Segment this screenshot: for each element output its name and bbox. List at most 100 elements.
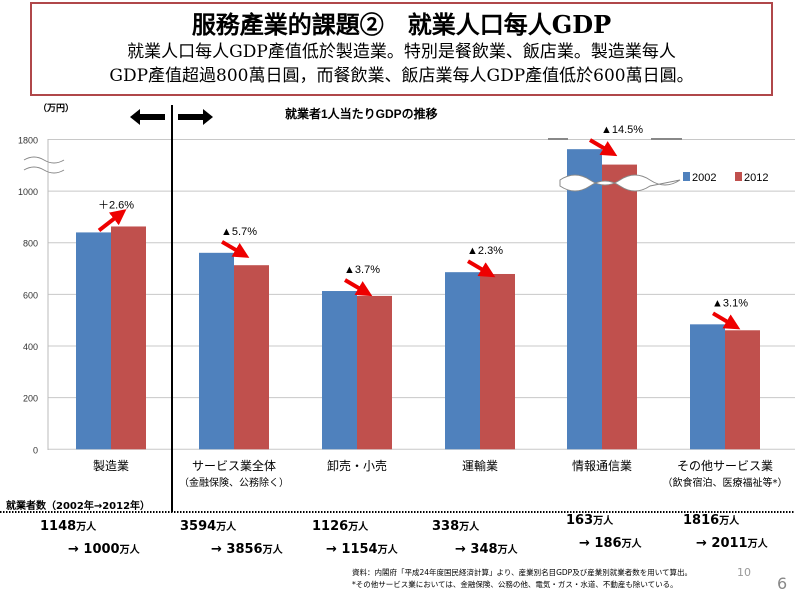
employment-2012: → 1000万人 (68, 541, 140, 557)
category-name: サービス業全体 (191, 459, 276, 473)
count-2012: 186 (594, 536, 622, 551)
unit: 万人 (497, 545, 518, 556)
summary-line-2: GDP產值超過800萬日圓，而餐飲業、飯店業每人GDP產值低於600萬日圓。 (109, 66, 694, 86)
employment-2002: 1148万人 (40, 518, 96, 534)
employment-2012: → 1154万人 (326, 541, 398, 557)
y-tick-label: 1800 (18, 136, 38, 146)
unit: 万人 (216, 522, 237, 533)
change-label: ＋2.6% (98, 199, 134, 211)
count-2002: 3594 (180, 519, 217, 534)
bar-2002 (322, 291, 357, 450)
category-label: サービス業全体 （金融保険、公務除く） (169, 457, 299, 489)
bar-2012 (725, 330, 760, 450)
count-2002: 1816 (683, 513, 720, 528)
employment-2002: 1816万人 (683, 512, 739, 528)
category-label: その他サービス業 （飲食宿泊、医療福祉等*） (660, 457, 790, 489)
employment-2012: → 186万人 (579, 535, 642, 551)
unit: 万人 (76, 522, 97, 533)
legend-swatch-2002 (683, 172, 690, 181)
legend-label-2002: 2002 (692, 172, 716, 184)
count-2012: 348 (470, 542, 498, 557)
red-arrow-icon (466, 259, 496, 278)
footnote: *その他サービス業においては、金融保険、公務の他、電気・ガス・水道、不動産も除い… (352, 580, 678, 589)
unit: 万人 (348, 522, 369, 533)
y-tick-label: 200 (23, 394, 38, 404)
category-name: その他サービス業 (676, 459, 773, 473)
category-label: 卸売・小売 (292, 457, 422, 474)
red-arrow-icon (711, 311, 741, 330)
y-axis-label: （万円） (38, 103, 74, 113)
title-box: 服務產業的課題② 就業人口每人GDP 就業人口每人GDP產值低於製造業。特別是餐… (30, 2, 773, 96)
change-label: ▲5.7% (221, 226, 257, 238)
y-tick-label: 600 (23, 290, 38, 300)
count-2012: 1154 (341, 542, 378, 557)
count-2012: 1000 (83, 542, 120, 557)
bar-2002 (445, 272, 480, 450)
category-name: 情報通信業 (571, 459, 632, 473)
page-number: 6 (777, 574, 788, 593)
y-tick-label: 1000 (18, 187, 38, 197)
category-name: 製造業 (92, 459, 129, 473)
employment-2012: → 348万人 (455, 541, 518, 557)
arrow-right-icon: → (326, 542, 342, 557)
y-tick-label: 400 (23, 342, 38, 352)
employment-2012: → 3856万人 (211, 541, 283, 557)
category-label: 運輸業 (415, 457, 545, 474)
bar-2002 (76, 232, 111, 450)
unit: 万人 (459, 522, 480, 533)
change-label: ▲3.7% (344, 264, 380, 276)
employment-2002: 163万人 (566, 512, 613, 528)
unit: 万人 (262, 545, 283, 556)
left-arrow-icon (130, 109, 165, 125)
bar-2002 (199, 252, 234, 450)
employment-2002: 3594万人 (180, 518, 236, 534)
employment-2002: 338万人 (432, 518, 479, 534)
arrow-right-icon: → (68, 542, 84, 557)
red-arrow-icon (220, 240, 250, 258)
unit: 万人 (719, 516, 740, 527)
unit: 万人 (621, 539, 642, 550)
bar-2012 (357, 295, 392, 450)
right-arrow-icon (178, 109, 213, 125)
chart-title: 就業者1人当たりGDPの推移 (285, 106, 438, 121)
red-arrow-icon (97, 209, 127, 233)
unit: 万人 (119, 545, 140, 556)
axis-break-icon (23, 156, 65, 174)
red-arrow-icon (588, 138, 618, 157)
employment-heading: 就業者数（2002年→2012年） (6, 501, 151, 512)
category-label: 製造業 (46, 457, 176, 474)
bar-2012 (602, 164, 637, 450)
count-2002: 1148 (40, 519, 77, 534)
category-name: 運輸業 (461, 459, 498, 473)
source-note: 資料：内閣府「平成24年度国民経済計算」より、産業別名目GDP及び産業別就業者数… (352, 568, 692, 577)
y-tick-label: 0 (33, 445, 38, 455)
summary-line-1: 就業人口每人GDP產值低於製造業。特別是餐飲業、飯店業。製造業每人 (127, 42, 676, 62)
count-2002: 338 (432, 519, 460, 534)
category-label: 情報通信業 (537, 457, 667, 474)
bar-2012 (234, 265, 269, 450)
unit: 万人 (377, 545, 398, 556)
legend-swatch-2012 (735, 172, 742, 181)
employment-2012: → 2011万人 (696, 535, 768, 551)
bar-2002 (567, 149, 602, 450)
unit: 万人 (593, 516, 614, 527)
change-label: ▲14.5% (601, 124, 643, 136)
arrow-right-icon: → (211, 542, 227, 557)
bar-2002 (690, 324, 725, 450)
count-2002: 163 (566, 513, 594, 528)
change-label: ▲3.1% (712, 297, 748, 309)
category-note: （金融保険、公務除く） (179, 478, 289, 489)
count-2012: 3856 (226, 542, 263, 557)
employment-2002: 1126万人 (312, 518, 368, 534)
inner-page-number: 10 (737, 566, 751, 579)
legend-label-2012: 2012 (744, 172, 768, 184)
bar-break-icon (559, 174, 681, 192)
unit: 万人 (747, 539, 768, 550)
bar-2012 (480, 273, 515, 450)
arrow-right-icon: → (455, 542, 471, 557)
arrow-right-icon: → (696, 536, 712, 551)
count-2012: 2011 (711, 536, 748, 551)
category-name: 卸売・小売 (326, 459, 387, 473)
y-tick-label: 800 (23, 239, 38, 249)
